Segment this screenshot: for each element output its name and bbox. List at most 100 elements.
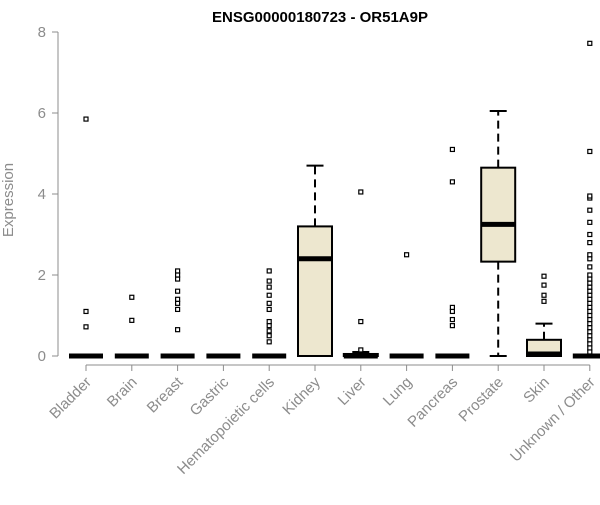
box-group [114, 294, 149, 359]
outlier-point [587, 345, 593, 351]
outlier-point [587, 316, 593, 323]
outlier-point [83, 116, 89, 122]
outlier-point [266, 284, 272, 290]
outlier-point [587, 207, 593, 213]
outlier-point [266, 278, 272, 284]
outlier-point [587, 219, 593, 225]
outlier-point [449, 308, 455, 315]
outlier-point [587, 333, 593, 339]
x-tick-label: Bladder [46, 374, 95, 423]
outlier-point [587, 288, 593, 294]
x-tick-label: Unknown / Other [507, 374, 599, 466]
outlier-point [587, 308, 593, 315]
outlier-point [587, 240, 593, 246]
outlier-point [587, 272, 593, 278]
outlier-point [587, 321, 593, 327]
outlier-point [83, 308, 89, 315]
outlier-point [175, 276, 181, 282]
outlier-point [175, 296, 181, 302]
x-tick-label: Lung [380, 374, 416, 410]
box-group [526, 273, 562, 357]
box-group [160, 268, 195, 359]
outlier-point [266, 268, 272, 274]
outlier-point [266, 306, 272, 313]
outlier-point [541, 292, 547, 298]
outlier-point [587, 296, 593, 302]
outlier-point [175, 300, 181, 306]
x-tick-label: Gastric [187, 373, 233, 419]
outlier-point [587, 280, 593, 286]
outlier-point [358, 347, 364, 353]
outlier-point [266, 323, 272, 329]
y-tick-label: 6 [38, 105, 46, 122]
box-group [480, 109, 517, 357]
y-axis: 0 2 4 6 8 [38, 24, 59, 365]
outlier-point [587, 148, 593, 155]
x-tick-label: Prostate [455, 374, 507, 426]
outlier-point [587, 256, 593, 262]
outlier-point [587, 276, 593, 282]
chart-title: ENSG00000180723 - OR51A9P [212, 9, 428, 26]
outlier-point [587, 349, 593, 355]
outlier-point [129, 317, 135, 323]
outlier-point [266, 339, 272, 345]
outlier-point [587, 252, 593, 258]
x-tick-label: Liver [335, 374, 370, 409]
outlier-point [266, 318, 272, 325]
outlier-point [587, 325, 593, 331]
box-group [342, 189, 379, 359]
outlier-point [587, 231, 593, 238]
outlier-point [358, 189, 364, 195]
outlier-point [175, 327, 181, 333]
outlier-point [587, 40, 593, 46]
box-group [69, 116, 103, 359]
outlier-point [449, 179, 455, 185]
outlier-point [175, 306, 181, 313]
outlier-point [129, 294, 135, 300]
outlier-point [266, 328, 272, 334]
x-tick-label: Kidney [279, 373, 324, 418]
x-tick-label: Breast [144, 373, 187, 416]
y-tick-label: 2 [38, 267, 46, 284]
plot-area [69, 40, 600, 359]
box-group [297, 164, 333, 357]
outlier-point [587, 193, 593, 199]
outlier-point [266, 292, 272, 298]
outlier-point [449, 316, 455, 323]
y-tick-label: 8 [38, 24, 46, 41]
box-group [252, 268, 287, 359]
outlier-point [587, 292, 593, 298]
outlier-point [587, 304, 593, 310]
x-tick-label: Pancreas [404, 374, 461, 431]
outlier-point [175, 272, 181, 278]
outlier-point [83, 324, 89, 330]
y-axis-label: Expression [0, 163, 17, 237]
outlier-point [175, 288, 181, 294]
box-group [389, 252, 424, 359]
outlier-point [175, 268, 181, 274]
outlier-point [449, 304, 455, 310]
x-tick-label: Brain [104, 374, 141, 411]
outlier-point [266, 300, 272, 306]
outlier-point [587, 312, 593, 319]
outlier-point [587, 300, 593, 306]
outlier-point [404, 252, 410, 258]
outlier-point [587, 329, 593, 335]
outlier-point [541, 282, 547, 288]
outlier-point [587, 337, 593, 343]
box-group [572, 40, 600, 359]
outlier-point [541, 298, 547, 304]
y-tick-label: 0 [38, 348, 46, 365]
outlier-point [449, 323, 455, 329]
outlier-point [587, 284, 593, 290]
box-group [435, 146, 470, 359]
outlier-point [358, 318, 364, 325]
outlier-point [587, 341, 593, 347]
outlier-point [266, 333, 272, 339]
outlier-point [449, 146, 455, 153]
y-tick-label: 4 [38, 186, 46, 203]
box-iqr [297, 225, 333, 357]
